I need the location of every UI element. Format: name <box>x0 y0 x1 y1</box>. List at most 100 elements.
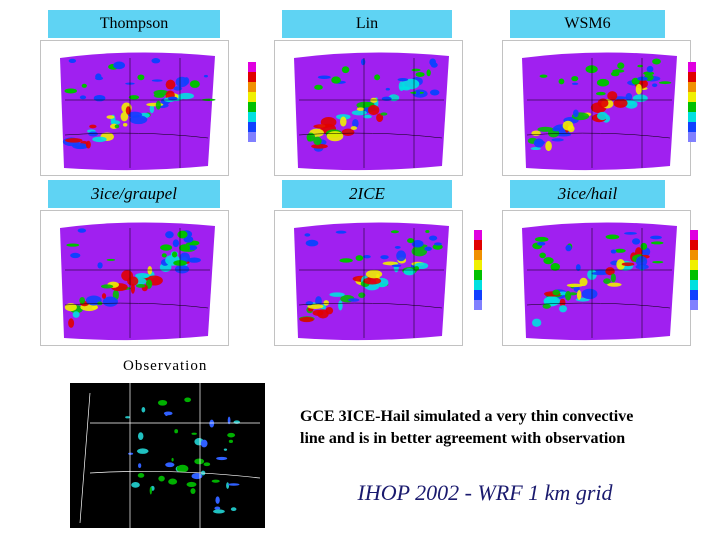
precip-cell <box>93 94 106 102</box>
precip-cell <box>365 269 383 279</box>
precip-cell <box>380 255 389 260</box>
obs-echo <box>136 448 149 454</box>
color-bar-cell <box>688 82 696 92</box>
obs-echo <box>137 472 145 478</box>
precip-cell <box>66 243 80 247</box>
precip-cell <box>603 278 611 284</box>
obs-echo <box>184 397 192 403</box>
precip-cell <box>89 124 97 129</box>
precip-cell <box>151 79 163 82</box>
precip-cell <box>597 98 609 108</box>
precip-cell <box>179 252 191 263</box>
precip-cell <box>575 264 581 271</box>
model-map <box>40 40 229 176</box>
precip-cell <box>311 143 328 149</box>
precip-cell <box>652 83 658 88</box>
obs-boundaries <box>79 383 261 528</box>
precip-cell <box>165 231 174 239</box>
panel-label: WSM6 <box>510 10 665 38</box>
obs-background <box>70 383 265 528</box>
precip-cell <box>137 74 145 81</box>
precip-cell <box>614 248 626 253</box>
precip-cell <box>533 138 545 148</box>
color-bar-cell <box>248 92 256 102</box>
color-bar-cell <box>474 300 482 310</box>
precip-cell <box>374 74 381 81</box>
precip-cell <box>326 131 344 142</box>
precip-cell <box>187 257 201 263</box>
precip-cell <box>75 145 88 149</box>
precip-cell <box>605 234 620 240</box>
obs-echo <box>165 462 175 468</box>
precip-cell <box>650 241 664 245</box>
precip-cell <box>323 300 329 306</box>
obs-echo <box>223 448 228 451</box>
precip-cell <box>135 273 150 279</box>
obs-echo <box>230 507 237 512</box>
precip-cell <box>576 290 582 300</box>
precip-cell <box>562 120 574 131</box>
model-map <box>502 40 691 176</box>
obs-echo <box>191 432 197 435</box>
precip-cell <box>161 253 167 258</box>
precip-cell <box>174 265 190 274</box>
precip-cell <box>610 249 617 254</box>
precip-cell <box>106 115 115 119</box>
precip-cell <box>402 78 420 90</box>
precip-cell <box>339 258 353 263</box>
precip-cell <box>313 124 330 129</box>
precip-cell <box>550 263 561 271</box>
precip-cell <box>102 296 118 307</box>
precip-cell <box>382 261 399 266</box>
obs-echo <box>227 416 231 425</box>
color-bar-cell <box>690 270 698 280</box>
precip-cell <box>625 93 633 101</box>
boundary-lines <box>64 228 210 338</box>
precip-cell <box>68 58 77 63</box>
precip-cell <box>534 236 549 242</box>
obs-echo <box>227 483 240 486</box>
precip-cell <box>429 89 440 96</box>
precip-cell <box>167 96 178 101</box>
precip-cell <box>178 92 195 100</box>
precip-cell <box>637 76 648 81</box>
precip-cell <box>360 58 366 66</box>
precip-cell <box>617 62 625 69</box>
precip-cell <box>341 66 350 74</box>
color-bar-cell <box>690 300 698 310</box>
obs-echo <box>194 458 205 465</box>
color-bar-cell <box>248 102 256 112</box>
precip-cell <box>153 93 165 98</box>
precip-cell <box>306 132 316 142</box>
footer-title: IHOP 2002 - WRF 1 km grid <box>357 480 613 505</box>
color-bar-cell <box>248 82 256 92</box>
precip-cell <box>339 116 347 127</box>
color-bar-cell <box>688 122 696 132</box>
model-map <box>274 210 463 346</box>
obs-echo <box>226 482 230 489</box>
precip-cell <box>151 58 161 64</box>
precip-cell <box>568 292 578 296</box>
color-bar-cell <box>248 132 256 142</box>
precip-cell <box>183 236 194 243</box>
precip-cell <box>596 78 610 87</box>
precip-cell <box>128 95 140 100</box>
color-bar-cell <box>688 92 696 102</box>
color-bar-cell <box>474 290 482 300</box>
precip-cell <box>610 71 620 77</box>
color-bar-cell <box>474 250 482 260</box>
precip-cell <box>559 298 566 307</box>
obs-echo <box>157 399 168 406</box>
precip-cell <box>407 238 415 244</box>
precip-cell <box>397 77 409 82</box>
precip-cell <box>426 69 431 77</box>
precip-cell <box>155 100 161 110</box>
precip-cell <box>607 282 622 287</box>
precip-cell <box>530 147 541 151</box>
color-bar-cell <box>688 112 696 122</box>
obs-echo <box>211 479 220 483</box>
precip-cell <box>64 303 77 312</box>
precip-cell <box>376 113 384 122</box>
precip-cell <box>415 90 421 96</box>
precip-cell <box>350 126 358 130</box>
